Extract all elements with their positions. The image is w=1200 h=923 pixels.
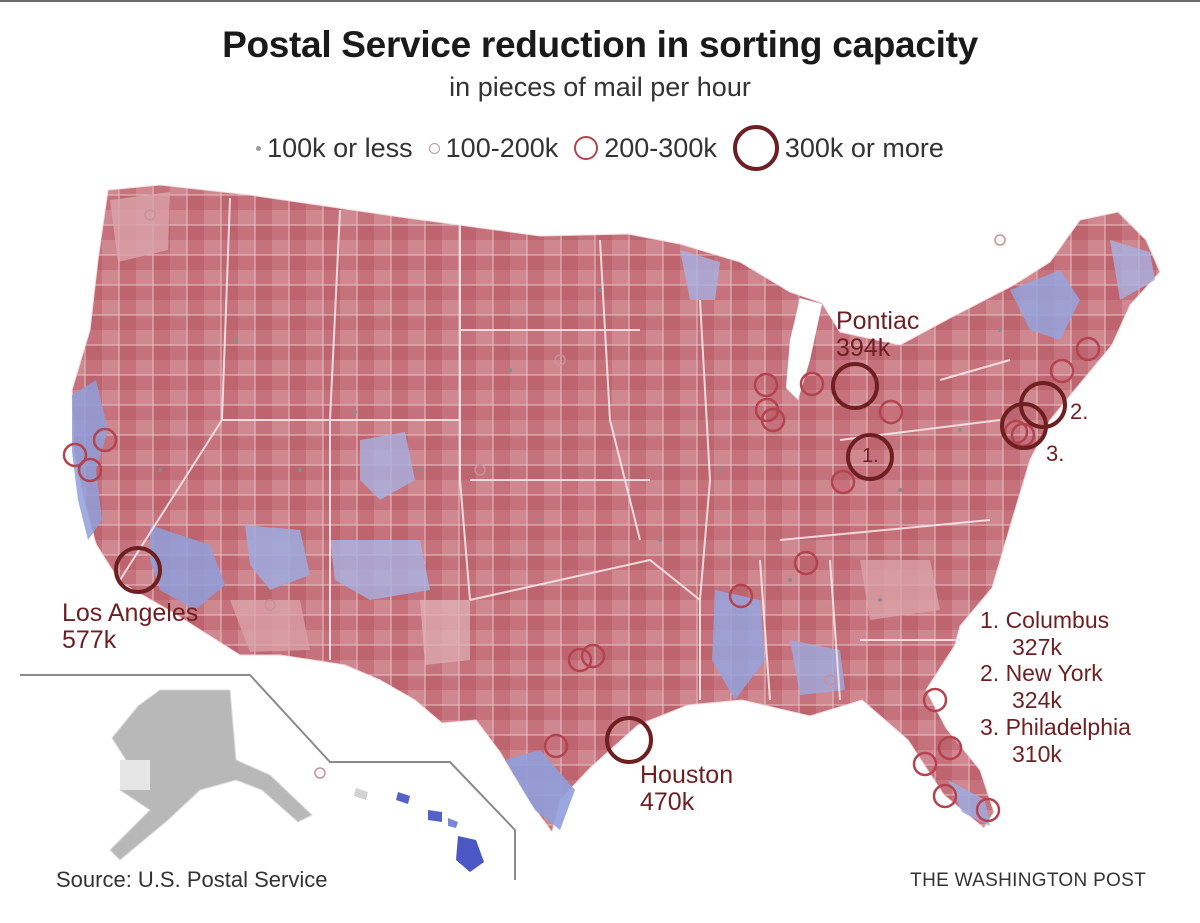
chart-title: Postal Service reduction in sorting capa… (222, 24, 978, 65)
pink-region-southeast (860, 560, 940, 620)
legend-label: 200-300k (604, 132, 717, 163)
pink-region-northwest (110, 192, 170, 262)
legend-label: 300k or more (784, 132, 944, 163)
legend-item-300k-or-more: 300k or more (732, 125, 944, 171)
legend-medium-circle-icon (574, 136, 599, 160)
blue-region-south-texas (505, 750, 575, 830)
key-item-philadelphia: 3. Philadelphia 310k (980, 714, 1131, 768)
alaska-west-light (120, 760, 150, 790)
inset-frame (20, 674, 516, 880)
blue-region-florida (948, 780, 990, 826)
legend-label: 100k or less (267, 132, 413, 163)
pink-region-arizona (230, 600, 310, 652)
pink-region-texas-panhandle (420, 600, 470, 665)
blue-region-mississippi (712, 590, 765, 700)
columbus-circle (846, 433, 894, 481)
small-dots (158, 288, 1002, 602)
key-value: 327k (1012, 634, 1062, 660)
pontiac-circle (831, 362, 879, 410)
key-value: 310k (1012, 741, 1062, 767)
callout-name: Pontiac (836, 307, 920, 335)
legend-label: 100-200k (445, 132, 559, 163)
key-value: 324k (1012, 687, 1062, 713)
philadelphia-circle (1000, 402, 1048, 450)
blue-region-alabama (790, 640, 845, 695)
callout-name: Houston (640, 761, 734, 789)
key-item-columbus: 1. Columbus 327k (980, 607, 1109, 661)
contiguous-us-land (71, 184, 1161, 834)
houston-circle (605, 716, 653, 764)
publisher-credit: THE WASHINGTON POST (910, 870, 1146, 891)
key-name: 1. Columbus (980, 607, 1110, 633)
state-borders (119, 197, 1011, 701)
callout-los-angeles: Los Angeles 577k (62, 600, 198, 654)
marker-3: 3. (1046, 441, 1065, 466)
chart-subtitle: in pieces of mail per hour (449, 72, 751, 102)
source-note: Source: U.S. Postal Service (56, 867, 328, 892)
blue-region-northeast (1010, 270, 1080, 340)
legend-item-100k-or-less: 100k or less (256, 133, 413, 164)
blue-region-great-lakes (680, 250, 720, 300)
key-name: 2. New York (980, 660, 1103, 686)
key-item-new-york: 2. New York 324k (980, 660, 1103, 714)
callout-houston: Houston 470k (640, 762, 733, 816)
alaska (109, 689, 313, 861)
key-name: 3. Philadelphia (980, 714, 1131, 740)
legend-large-circle-icon (732, 125, 779, 171)
large-circles (114, 362, 1067, 764)
light-circles (144, 209, 1006, 686)
legend: 100k or less 100-200k 200-300k 300k or m… (0, 120, 1200, 176)
legend-item-200-300k: 200-300k (574, 133, 717, 164)
legend-dot-icon (256, 145, 262, 151)
callout-pontiac: Pontiac 394k (836, 308, 919, 362)
marker-1: 1. (862, 445, 879, 467)
callout-value: 470k (640, 788, 695, 816)
legend-small-circle-icon (428, 142, 440, 154)
medium-circles (62, 336, 1101, 823)
callout-value: 394k (836, 334, 891, 362)
lake-michigan (786, 298, 822, 400)
marker-2: 2. (1070, 399, 1089, 424)
blue-region-rockies (360, 432, 415, 500)
callout-name: Los Angeles (62, 599, 199, 627)
los-angeles-circle (114, 546, 162, 594)
top-rule (0, 0, 1200, 2)
blue-region-nevada (245, 525, 310, 590)
callout-value: 577k (62, 626, 117, 654)
blue-region-california (150, 525, 225, 610)
hawaii (354, 788, 484, 872)
blue-region-great-basin (330, 540, 430, 600)
legend-item-100-200k: 100-200k (428, 132, 559, 164)
blue-region-maine (1110, 240, 1155, 300)
